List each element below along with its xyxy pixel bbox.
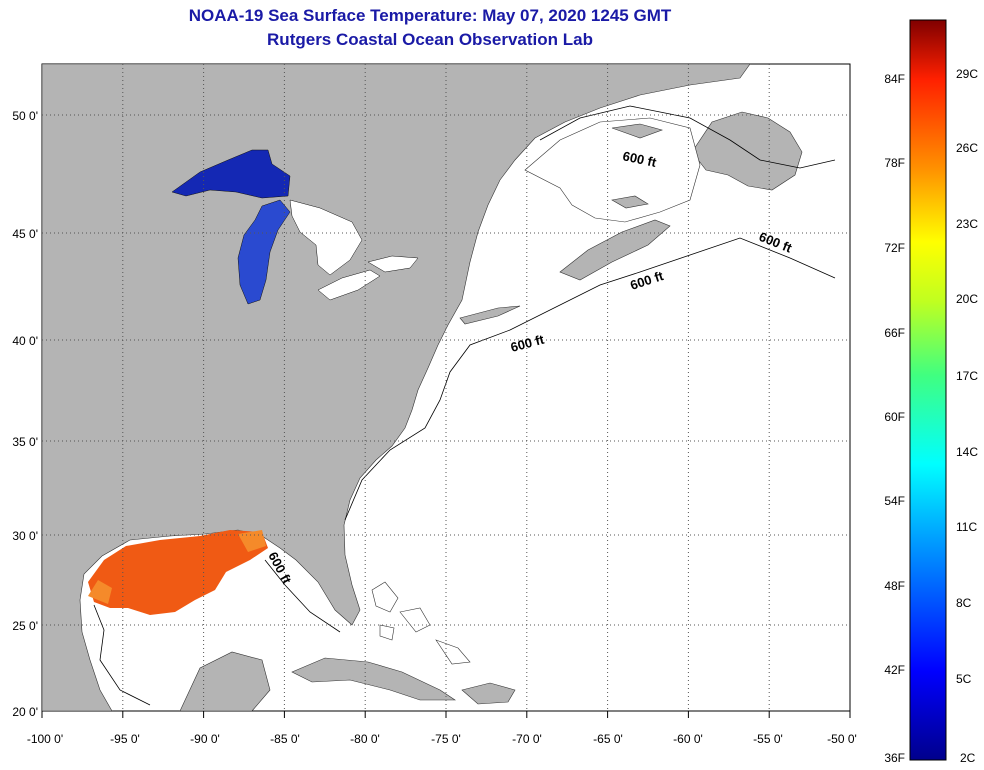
colorbar-c-label: 5C [956,672,972,686]
colorbar-c-label: 11C [956,520,977,534]
lon-tick-label: -80 0' [350,732,380,746]
gulf-sst-warm-edge [88,530,266,604]
land-island-anticosti [611,123,663,139]
colorbar-f-label: 42F [884,663,905,677]
lat-tick-label: 25 0' [12,619,38,633]
land-hispaniola [461,682,516,705]
lake-michigan [237,199,291,305]
lake-superior [171,149,291,199]
lon-tick-label: -65 0' [593,732,623,746]
lat-tick-label: 35 0' [12,435,38,449]
lake-huron [289,199,363,276]
colorbar-f-label: 84F [884,72,905,86]
isobath-600ft-gulf [93,559,341,706]
land-long-island [459,305,521,325]
colorbar-c-label: 8C [956,596,972,610]
gulf-st-lawrence [524,117,701,223]
lake-ontario [367,255,419,273]
chart-subtitle: Rutgers Coastal Ocean Observation Lab [267,30,593,49]
land-nova-scotia [559,219,671,281]
land-yucatan [179,651,271,711]
lat-tick-label: 20 0' [12,705,38,719]
isobath-label: 600 ft [621,148,658,170]
lon-tick-label: -75 0' [431,732,461,746]
colorbar-c-label: 2C [960,751,976,765]
isobath-600ft-north [539,105,836,169]
colorbar-f-label: 48F [884,579,905,593]
colorbar-f-label: 78F [884,156,905,170]
lon-tick-label: -85 0' [270,732,300,746]
map-gridlines [42,64,850,711]
gulf-sst-warm [88,530,268,615]
lat-tick-label: 45 0' [12,227,38,241]
colorbar-f-label: 60F [884,410,905,424]
colorbar [909,19,947,761]
lon-tick-label: -100 0' [27,732,63,746]
lon-tick-label: -60 0' [673,732,703,746]
lat-tick-label: 40 0' [12,334,38,348]
colorbar-f-label: 54F [884,494,905,508]
colorbar-f-label: 72F [884,241,905,255]
land-north-america [42,64,751,711]
lon-tick-label: -55 0' [753,732,783,746]
lon-ticks [41,711,851,718]
lon-tick-label: -70 0' [512,732,542,746]
lon-tick-label: -50 0' [827,732,857,746]
lon-tick-label: -95 0' [110,732,140,746]
chart-title: NOAA-19 Sea Surface Temperature: May 07,… [188,6,672,25]
lat-tick-label: 30 0' [12,529,38,543]
lake-erie [317,269,381,301]
land-island-pei [611,195,649,209]
land-cuba [291,657,456,701]
colorbar-c-label: 14C [956,445,978,459]
colorbar-c-label: 29C [956,67,978,81]
lon-tick-label: -90 0' [190,732,220,746]
colorbar-f-label: 66F [884,326,905,340]
colorbar-c-label: 17C [956,369,978,383]
lat-tick-label: 50 0' [12,109,38,123]
colorbar-c-label: 20C [956,292,978,306]
colorbar-c-label: 23C [956,217,978,231]
colorbar-f-label: 36F [884,751,905,765]
isobath-600ft-east [344,237,836,521]
colorbar-c-label: 26C [956,141,978,155]
